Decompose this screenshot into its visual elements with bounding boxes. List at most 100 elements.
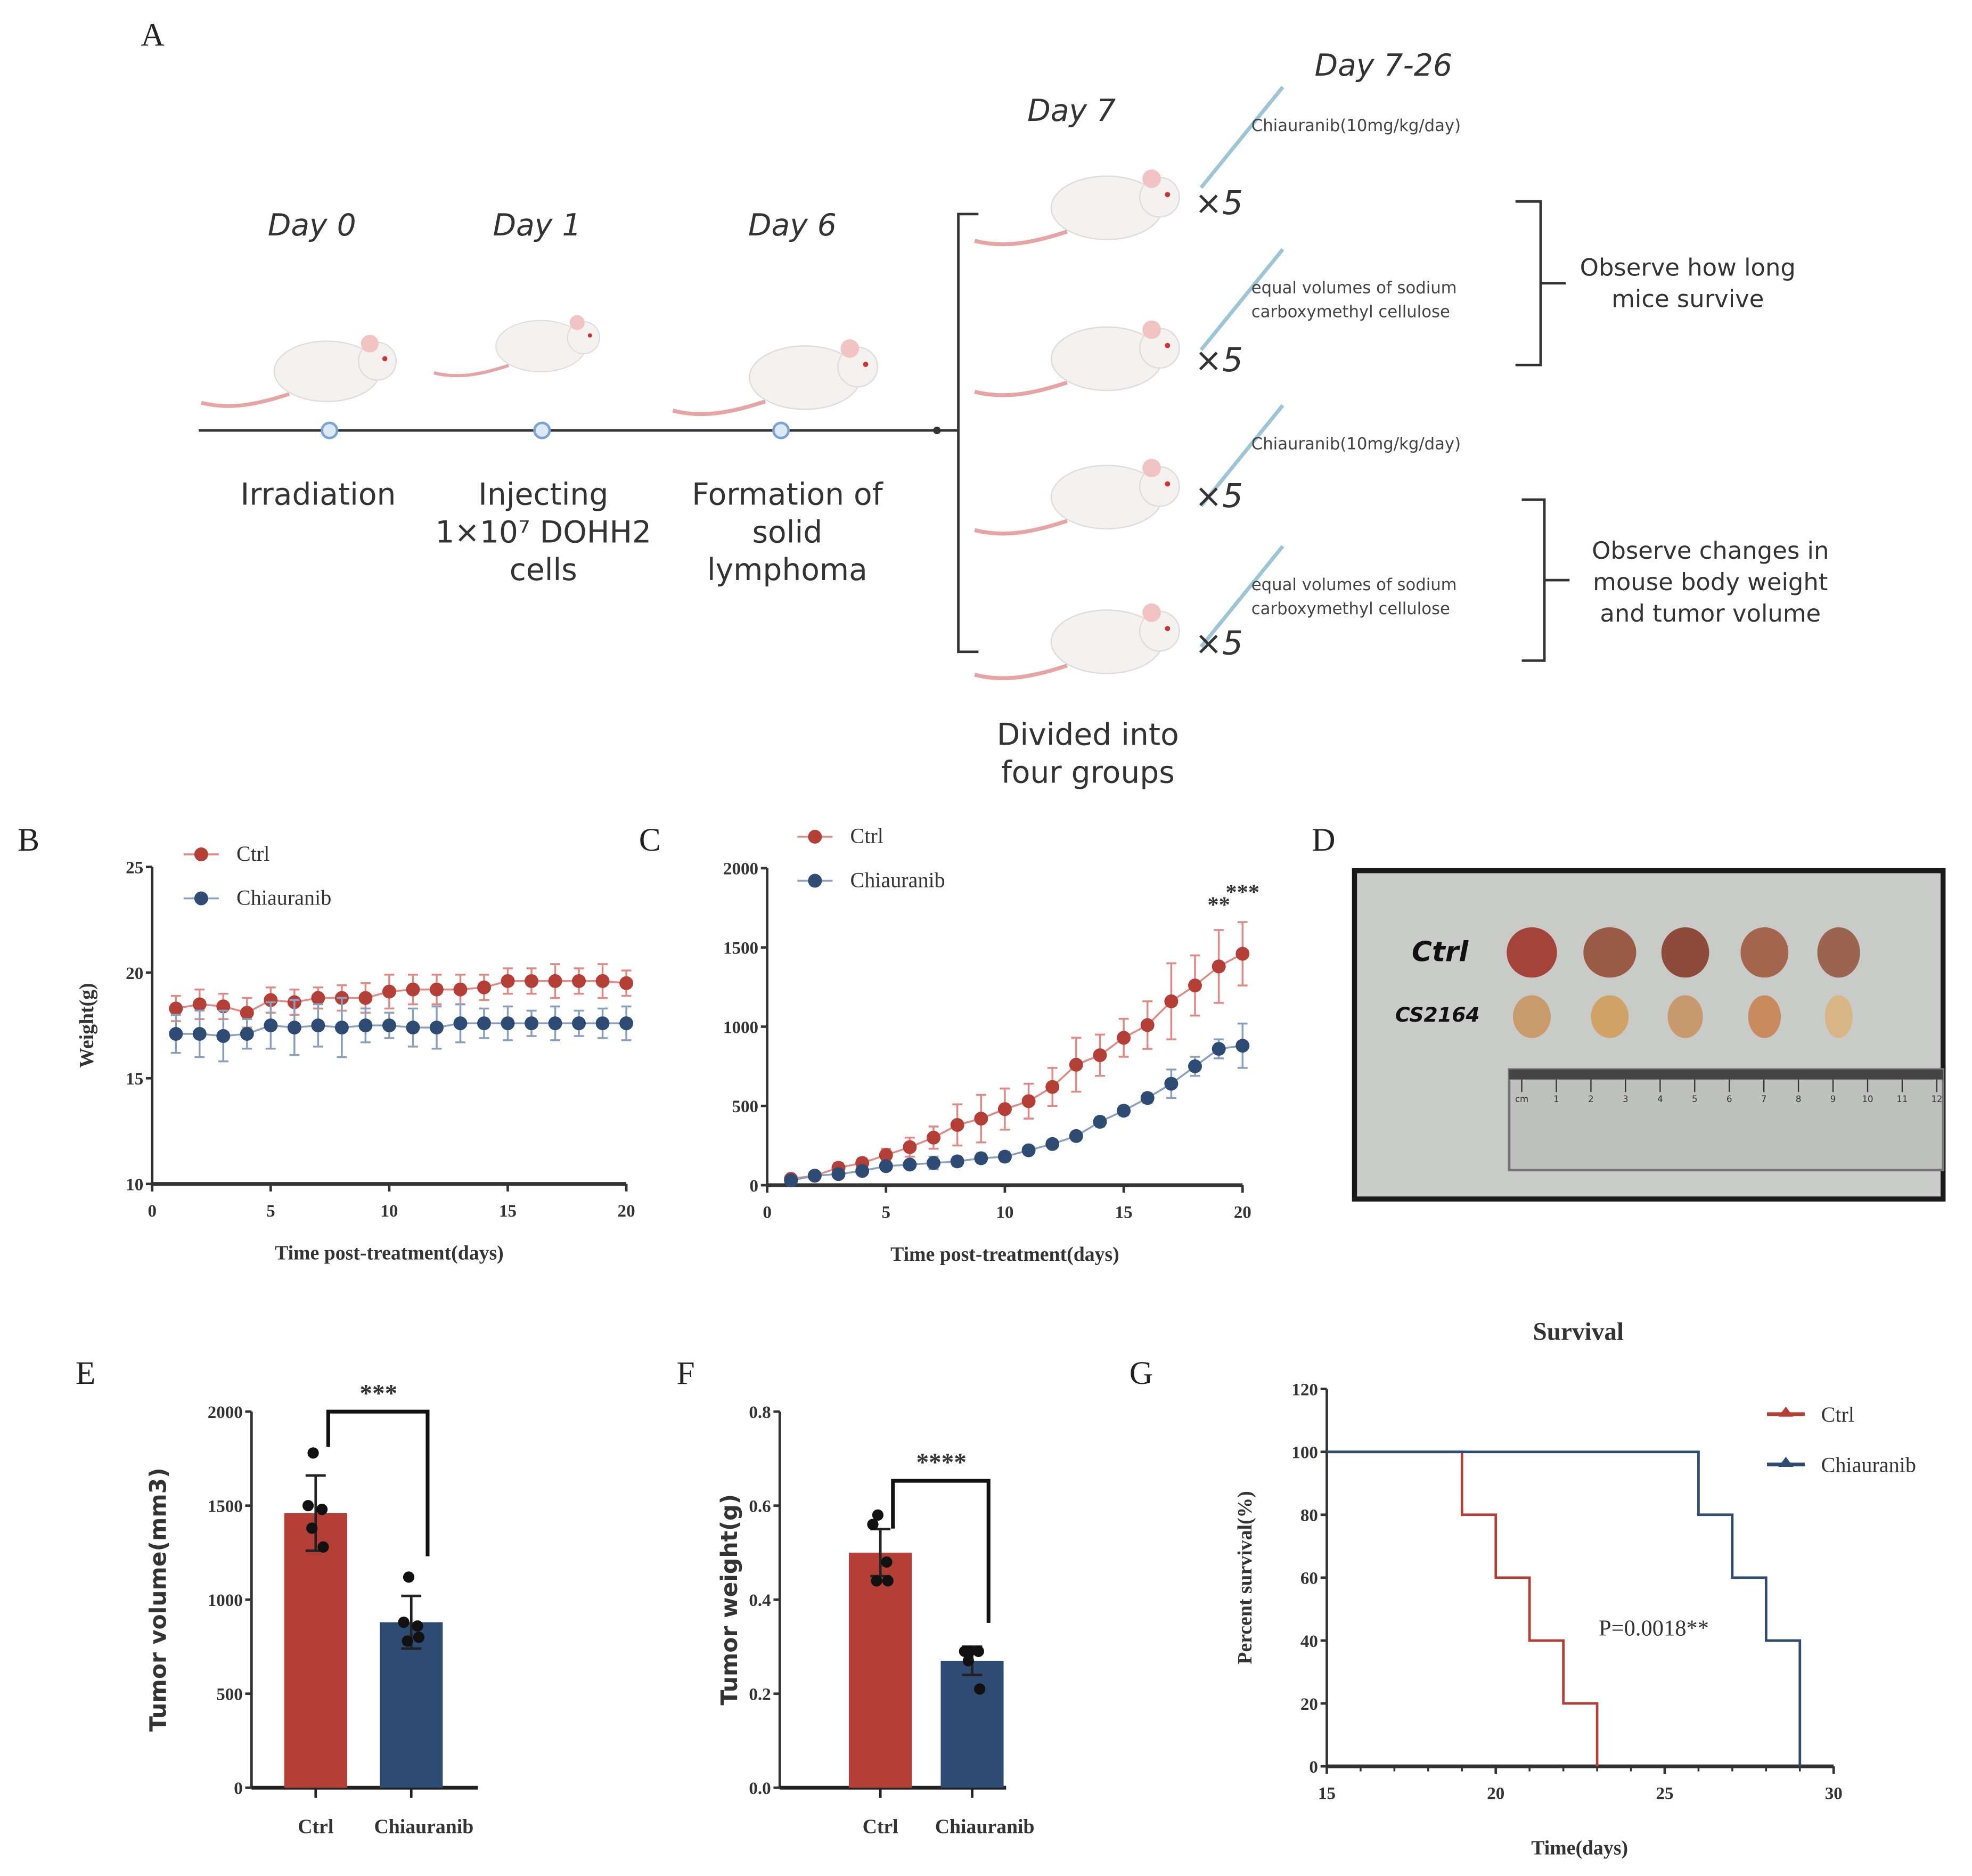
legend-label: Ctrl — [1821, 1402, 1854, 1426]
data-point — [959, 1645, 970, 1657]
mouse-icon — [433, 315, 600, 378]
day-0-label: Day 0 — [268, 208, 356, 243]
mouse-ear — [1142, 320, 1161, 339]
data-point — [997, 1149, 1012, 1164]
data-point — [382, 1018, 396, 1033]
x-tick-label: 25 — [1656, 1784, 1673, 1804]
y-axis-title: Weight(g) — [76, 983, 98, 1067]
tumor-ctrl — [1661, 927, 1709, 978]
y-tick-label: 100 — [1291, 1443, 1318, 1463]
mouse-tail — [672, 399, 766, 417]
data-point — [403, 1571, 415, 1583]
x-tick-label: 20 — [1234, 1203, 1251, 1222]
step-irradiation: Irradiation — [241, 477, 396, 512]
y-tick-label: 0.6 — [749, 1497, 771, 1516]
syringe-icon — [1199, 404, 1284, 508]
data-point — [962, 1655, 975, 1667]
legend-marker — [194, 891, 208, 906]
step-formation-line2: solid — [752, 515, 823, 550]
mouse-icon — [974, 603, 1180, 681]
tumor-ctrl — [1740, 927, 1789, 978]
mouse-eye — [1165, 481, 1171, 487]
data-point — [398, 1616, 410, 1628]
panel-label-c: C — [639, 822, 661, 858]
panel-label-d: D — [1312, 822, 1335, 858]
data-point — [429, 982, 444, 997]
data-point — [807, 1169, 822, 1183]
data-point — [872, 1509, 884, 1521]
data-point — [1164, 1076, 1179, 1091]
step-injecting-line1: Injecting — [478, 477, 608, 512]
mouse-ear — [840, 339, 860, 358]
data-point — [501, 1016, 515, 1031]
data-point — [881, 1556, 893, 1568]
survival-bracket — [1515, 200, 1566, 366]
ruler-label: 7 — [1761, 1094, 1767, 1104]
timeline-marker — [772, 421, 790, 439]
data-point — [264, 993, 278, 1007]
y-tick-label: 80 — [1300, 1506, 1318, 1526]
x-tick-label: 5 — [881, 1203, 890, 1222]
data-point — [1093, 1115, 1107, 1129]
y-tick-label: 500 — [216, 1685, 243, 1704]
y-tick-label: 500 — [732, 1097, 758, 1116]
y-tick-label: 1000 — [723, 1018, 758, 1037]
significance-label: *** — [359, 1380, 397, 1407]
data-point — [1069, 1057, 1083, 1072]
data-point — [1045, 1080, 1060, 1094]
data-point — [240, 1006, 254, 1020]
x-axis-title: Time post-treatment(days) — [275, 1242, 504, 1264]
data-point — [1140, 1018, 1155, 1032]
data-point — [240, 1027, 254, 1041]
data-point — [879, 1159, 893, 1173]
data-point — [406, 1021, 420, 1035]
y-tick-label: 1000 — [208, 1591, 243, 1610]
data-point — [402, 1635, 413, 1647]
bar-ctrl — [849, 1552, 912, 1788]
significance-label: *** — [1225, 880, 1259, 905]
tumor-treated — [1748, 995, 1781, 1038]
changes-bracket — [1521, 498, 1570, 662]
x-tick-label: 10 — [996, 1203, 1013, 1222]
data-point — [595, 974, 610, 988]
timeline-marker — [321, 421, 339, 439]
legend-label: Chiauranib — [1821, 1453, 1916, 1477]
data-point — [192, 997, 207, 1012]
ruler-label: 5 — [1692, 1094, 1698, 1104]
data-point — [1045, 1137, 1060, 1151]
data-point — [871, 1575, 882, 1587]
y-tick-label: 0 — [750, 1177, 759, 1196]
mouse-ear — [1142, 459, 1161, 478]
data-point — [927, 1156, 941, 1170]
ruler-label: 1 — [1553, 1094, 1559, 1104]
data-point — [974, 1683, 986, 1695]
treatment-label-line2: carboxymethyl cellulose — [1251, 303, 1450, 322]
ruler-label: 8 — [1796, 1094, 1802, 1104]
y-tick-label: 0.2 — [749, 1685, 771, 1704]
step-injecting-line3: cells — [510, 552, 577, 588]
survival-curve-chiauranib — [1327, 1450, 1802, 1767]
data-point — [1069, 1129, 1083, 1143]
data-point — [974, 1151, 988, 1165]
photo-label-cs2164: CS2164 — [1395, 1003, 1480, 1026]
y-tick-label: 2000 — [723, 860, 758, 879]
y-tick-label: 1500 — [208, 1497, 243, 1516]
mouse-ear — [569, 315, 585, 330]
tumor-treated — [1513, 995, 1551, 1038]
treatment-label-line1: Chiauranib(10mg/kg/day) — [1251, 117, 1461, 135]
data-point — [1021, 1143, 1036, 1157]
data-point — [867, 1519, 879, 1530]
data-point — [453, 982, 468, 997]
mouse-tail — [200, 392, 290, 408]
mouse-icon — [974, 169, 1180, 247]
y-tick-label: 120 — [1291, 1380, 1318, 1399]
data-point — [169, 1027, 183, 1041]
mouse-tail — [974, 230, 1068, 247]
data-point — [831, 1167, 846, 1181]
x-tick-label: 15 — [1318, 1784, 1336, 1804]
significance-label: **** — [916, 1449, 966, 1477]
mouse-ear — [1142, 169, 1161, 188]
y-tick-label: 0 — [1309, 1758, 1318, 1777]
mouse-icon — [672, 339, 879, 417]
